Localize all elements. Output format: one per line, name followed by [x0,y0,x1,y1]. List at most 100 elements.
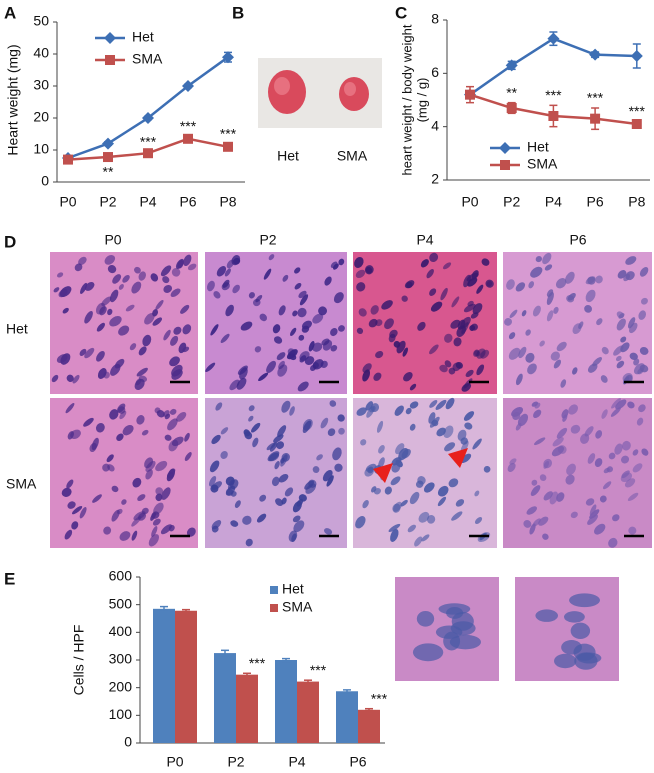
nucleus [122,424,134,436]
nucleus [515,373,523,386]
marker [505,59,518,72]
nucleus [131,281,142,294]
nucleus [525,329,531,336]
nucleus [409,383,417,391]
nucleus [531,401,539,407]
legend-label: SMA [282,599,313,615]
nucleus [290,327,297,337]
panel-label: C [395,3,407,22]
chart: 0 100 200 300 400 500 600 P0 P2 P4 P6 Cells / HPF He… [71,568,388,770]
nucleus [620,455,630,464]
nucleus [57,272,64,278]
nucleus [220,427,229,435]
x-tick-label: P4 [545,194,562,210]
legend-marker [104,32,116,44]
nucleus [252,437,259,448]
nucleus [337,414,345,422]
nucleus [298,494,307,502]
nucleus [273,434,284,443]
nucleus [404,280,415,289]
x-tick-label: P2 [503,194,520,210]
arrowhead [448,448,468,468]
nucleus [292,515,301,523]
nucleus [388,523,401,533]
nucleus [297,381,309,392]
nucleus [282,274,289,282]
nucleus [277,364,288,377]
significance: *** [249,655,266,671]
nucleus [506,279,515,290]
micrograph [353,398,497,548]
nucleus [118,325,130,336]
nucleus [375,350,384,359]
nucleus [161,487,171,500]
nucleus [639,364,649,373]
nucleus [362,499,369,509]
nucleus [587,453,596,464]
nucleus [528,281,535,289]
bar [214,653,236,743]
nucleus [580,433,590,444]
legend-label: SMA [527,156,558,172]
nucleus [234,500,241,508]
nucleus [629,352,638,360]
nucleus [552,437,564,447]
nucleus [119,531,131,541]
nucleus [595,430,603,439]
nucleus [612,514,620,522]
nucleus [332,263,339,270]
nucleus [298,334,305,341]
marker [590,113,601,124]
nucleus [509,458,517,465]
nucleus [263,268,272,280]
nucleus [356,282,366,292]
nucleus [180,304,190,314]
significance: *** [587,90,604,106]
nucleus [401,448,411,459]
nucleus [275,498,284,507]
nucleus [394,405,404,416]
nucleus [616,360,625,369]
nucleus [114,358,125,369]
nucleus [515,282,526,292]
nucleus [585,498,595,506]
nucleus [403,372,413,382]
nucleus [248,292,255,299]
nucleus [175,258,185,270]
nucleus [463,411,475,421]
error-bar [221,649,229,657]
nucleus [556,341,567,352]
nucleus [389,329,398,339]
nucleus [122,275,130,283]
nucleus [256,513,267,523]
nucleus [543,491,553,501]
nucleus [160,265,172,277]
nucleus [163,329,171,341]
nucleus [164,434,172,441]
nucleus [418,511,430,523]
y-tick-label: 300 [109,651,133,667]
nucleus [615,399,627,410]
nucleus [409,423,416,431]
nucleus [74,263,83,272]
nucleus [78,256,87,266]
nucleus [472,438,482,450]
nucleus [334,463,343,472]
nucleus [173,326,182,335]
error-bar [304,679,312,684]
nucleus [329,400,337,407]
nucleus [312,362,319,369]
nucleus [601,346,609,355]
nucleus [584,304,592,313]
nucleus [587,514,598,525]
nucleus [152,309,158,317]
nucleus [84,347,95,359]
nucleus [573,643,596,661]
nucleus [481,258,490,266]
y-tick-label: 6 [431,64,439,80]
nucleus [259,313,268,322]
nucleus [97,368,107,379]
nucleus [155,299,164,310]
nucleus [437,485,449,497]
